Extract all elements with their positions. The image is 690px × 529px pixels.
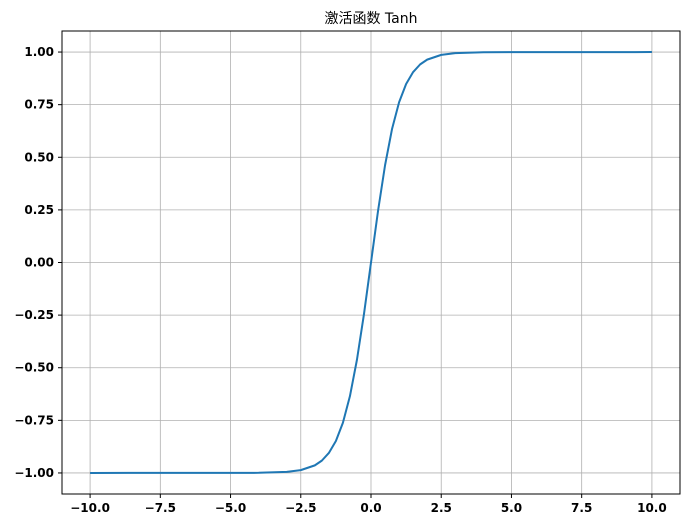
- y-tick-label: 0.25: [24, 203, 54, 217]
- x-tick-label: 7.5: [571, 501, 592, 515]
- x-tick-label: 5.0: [501, 501, 522, 515]
- x-tick-label: −5.0: [215, 501, 246, 515]
- y-axis: 1.00 0.75 0.50 0.25 0.00 −0.25 −0.50 −0.75 −1.00: [14, 45, 62, 480]
- y-tick-label: −0.75: [14, 413, 54, 427]
- y-tick-label: −0.25: [14, 308, 54, 322]
- x-tick-label: 2.5: [431, 501, 452, 515]
- x-tick-label: −7.5: [145, 501, 176, 515]
- series-layer: [90, 51, 652, 474]
- chart-title: 激活函数 Tanh: [324, 10, 417, 27]
- y-tick-label: −1.00: [14, 466, 54, 480]
- tanh-line: [90, 51, 652, 474]
- y-tick-label: 0.00: [24, 256, 54, 270]
- y-tick-label: 0.50: [24, 150, 54, 164]
- y-tick-label: 1.00: [24, 45, 54, 59]
- y-tick-label: 0.75: [24, 98, 54, 112]
- x-tick-label: −10.0: [70, 501, 110, 515]
- x-tick-label: 0.0: [360, 501, 381, 515]
- y-tick-label: −0.50: [14, 361, 54, 375]
- x-tick-label: 10.0: [637, 501, 667, 515]
- x-tick-label: −2.5: [285, 501, 316, 515]
- x-axis: −10.0 −7.5 −5.0 −2.5 0.0 2.5 5.0 7.5 10.0: [70, 494, 667, 515]
